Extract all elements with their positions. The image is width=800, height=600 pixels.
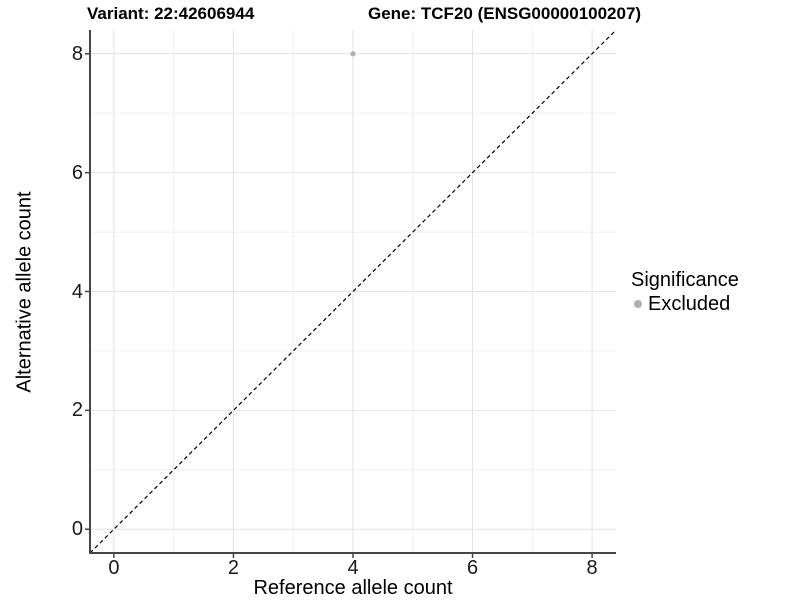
legend-title: Significance <box>631 269 739 291</box>
gene-title: Gene: TCF20 (ENSG00000100207) <box>368 4 642 23</box>
legend-entry-label: Excluded <box>648 293 731 315</box>
y-tick-label: 0 <box>71 518 83 541</box>
legend-point-icon <box>634 300 642 308</box>
variant-title: Variant: 22:42606944 <box>87 4 255 23</box>
x-tick-label: 0 <box>108 557 120 579</box>
legend-entry: Excluded <box>631 292 739 316</box>
y-axis-title: Alternative allele count <box>13 191 36 393</box>
x-tick-label: 6 <box>466 557 479 579</box>
y-tick-label: 8 <box>71 42 83 65</box>
y-tick-label: 4 <box>71 280 83 303</box>
identity-reference-line <box>90 30 616 553</box>
x-tick-label: 8 <box>586 557 598 579</box>
x-axis-title: Reference allele count <box>253 577 453 599</box>
data-point <box>350 51 356 57</box>
y-tick-label: 2 <box>71 399 83 422</box>
x-tick-label: 4 <box>347 557 359 579</box>
legend: Significance Excluded <box>631 268 739 316</box>
x-tick-label: 2 <box>227 557 240 579</box>
y-tick-label: 6 <box>71 161 83 184</box>
